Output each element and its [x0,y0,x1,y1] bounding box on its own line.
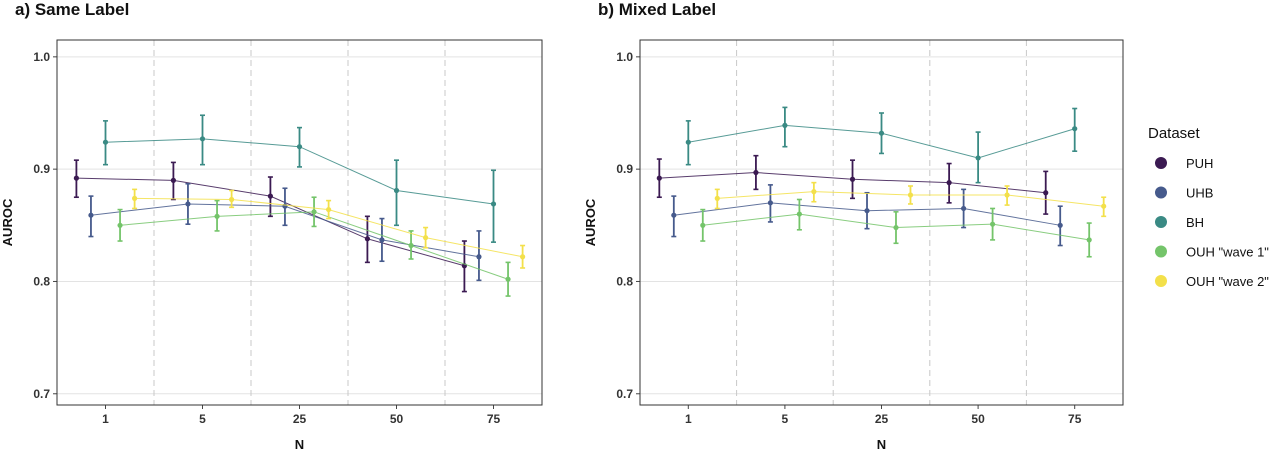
legend-swatch [1155,186,1167,199]
data-point [961,205,967,212]
series-bh [685,106,1078,184]
data-point [364,236,370,242]
data-point [476,254,482,260]
data-point [656,175,662,181]
x-tick-label: 75 [1068,412,1082,426]
plot-border [639,39,1124,406]
x-tick-label: 25 [875,412,889,426]
series-ouh-wave-2 [132,188,526,269]
data-point [1004,192,1010,198]
y-tick-label: 0.8 [616,274,633,288]
y-tick-label: 0.8 [33,274,50,288]
data-point [811,189,817,195]
y-tick-label: 1.0 [33,50,50,64]
data-point [408,242,414,249]
y-tick-label: 1.0 [616,50,633,64]
data-point [671,212,677,218]
data-point [267,193,273,199]
x-tick-label: 50 [390,412,404,426]
series-ouh-wave-1 [700,198,1092,258]
data-point [1101,203,1107,209]
series-uhb [671,184,1063,247]
data-point [714,195,720,201]
data-point [379,237,385,243]
data-point [393,187,400,194]
data-point [700,222,706,228]
panel-same-label: a) Same Label 0.7 0.8 0.9 1.0 1 5 25 50 75 N AUROC [0,0,543,451]
data-point [490,201,497,207]
data-point [117,222,123,228]
panel-title: b) Mixed Label [598,0,716,19]
legend-label: BH [1186,215,1204,230]
data-point [1072,126,1078,132]
data-point [1043,190,1049,196]
legend: Dataset PUH UHB BH OUH "wave 1" OUH "wave 2" [1148,125,1269,289]
data-point [296,144,303,150]
panel-mixed-label: b) Mixed Label 0.7 0.8 0.9 1.0 1 5 25 50 75 N AUROC [583,0,1124,451]
x-tick-label: 25 [293,412,307,426]
data-point [423,235,429,241]
legend-label: OUH "wave 2" [1186,274,1269,289]
data-point [185,201,191,207]
data-point [229,196,235,203]
legend-swatch [1155,216,1167,228]
series-uhb [88,182,482,282]
series-ouh-wave-2 [714,181,1107,218]
data-point [685,139,691,145]
data-point [132,195,138,201]
x-axis-title: N [877,437,886,451]
x-tick-label: 1 [685,412,692,426]
panel-title: a) Same Label [15,0,129,19]
data-point [878,130,885,136]
x-tick-label: 1 [102,412,109,426]
legend-swatch [1155,157,1167,169]
data-point [102,139,109,145]
data-point [907,192,914,198]
data-point [864,208,870,214]
plot-border [56,39,543,406]
series-puh [73,159,467,293]
x-tick-label: 50 [971,412,985,426]
series-bh [102,114,497,243]
data-point [753,169,759,176]
x-tick-label: 75 [487,412,501,426]
data-point [199,136,206,142]
series-ouh-wave-1 [117,196,511,297]
legend-title: Dataset [1148,125,1201,142]
data-point [893,224,899,231]
data-point [946,180,952,186]
y-tick-label: 0.9 [33,162,50,176]
data-point [520,254,526,260]
y-tick-label: 0.7 [616,387,633,401]
data-point [1086,237,1092,243]
legend-label: PUH [1186,156,1213,171]
data-point [88,212,94,218]
legend-swatch [1155,245,1167,258]
data-point [170,177,176,183]
x-axis-title: N [295,437,304,451]
y-axis-title: AUROC [0,198,15,246]
x-tick-label: 5 [782,412,789,426]
x-tick-label: 5 [199,412,206,426]
data-point [73,175,79,181]
data-point [311,209,317,215]
series-puh [656,154,1049,215]
legend-label: OUH "wave 1" [1186,245,1269,260]
data-point [214,213,220,219]
data-point [326,206,332,213]
y-tick-label: 0.7 [33,387,50,401]
data-point [1057,222,1063,228]
y-tick-label: 0.9 [616,162,633,176]
data-point [796,211,802,217]
data-point [975,155,981,161]
data-point [767,200,774,206]
legend-label: UHB [1186,186,1213,201]
data-point [782,122,788,128]
legend-swatch [1155,275,1167,287]
data-point [849,176,856,182]
data-point [989,221,996,227]
y-axis-title: AUROC [583,198,598,246]
data-point [505,276,511,282]
